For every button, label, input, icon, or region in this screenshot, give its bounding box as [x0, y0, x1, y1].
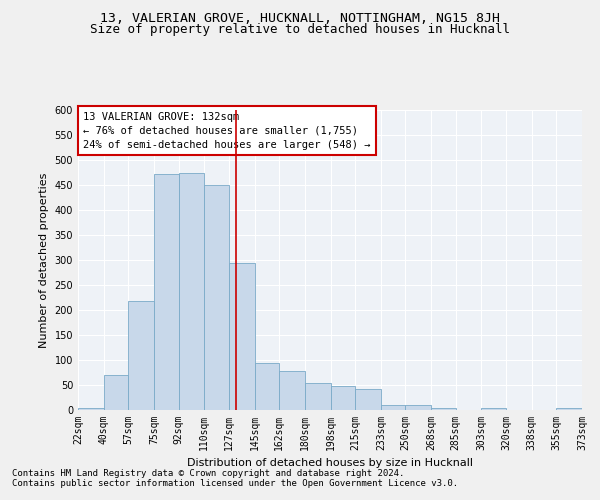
Bar — [229, 262, 254, 410]
X-axis label: Distribution of detached houses by size in Hucknall: Distribution of detached houses by size … — [187, 458, 473, 468]
Bar — [556, 408, 582, 410]
Bar — [381, 405, 406, 410]
Bar — [305, 382, 331, 410]
Text: Size of property relative to detached houses in Hucknall: Size of property relative to detached ho… — [90, 22, 510, 36]
Bar — [205, 185, 229, 410]
Bar — [104, 375, 128, 410]
Bar — [128, 301, 154, 410]
Text: 13 VALERIAN GROVE: 132sqm
← 76% of detached houses are smaller (1,755)
24% of se: 13 VALERIAN GROVE: 132sqm ← 76% of detac… — [83, 112, 371, 150]
Text: Contains public sector information licensed under the Open Government Licence v3: Contains public sector information licen… — [12, 478, 458, 488]
Bar — [431, 408, 455, 410]
Bar — [331, 386, 355, 410]
Text: Contains HM Land Registry data © Crown copyright and database right 2024.: Contains HM Land Registry data © Crown c… — [12, 468, 404, 477]
Bar — [279, 371, 305, 410]
Text: 13, VALERIAN GROVE, HUCKNALL, NOTTINGHAM, NG15 8JH: 13, VALERIAN GROVE, HUCKNALL, NOTTINGHAM… — [100, 12, 500, 26]
Bar — [481, 408, 506, 410]
Bar — [179, 172, 205, 410]
Bar — [78, 408, 104, 410]
Bar — [355, 388, 381, 410]
Bar — [406, 405, 431, 410]
Bar — [154, 174, 179, 410]
Bar — [254, 362, 279, 410]
Y-axis label: Number of detached properties: Number of detached properties — [39, 172, 49, 348]
